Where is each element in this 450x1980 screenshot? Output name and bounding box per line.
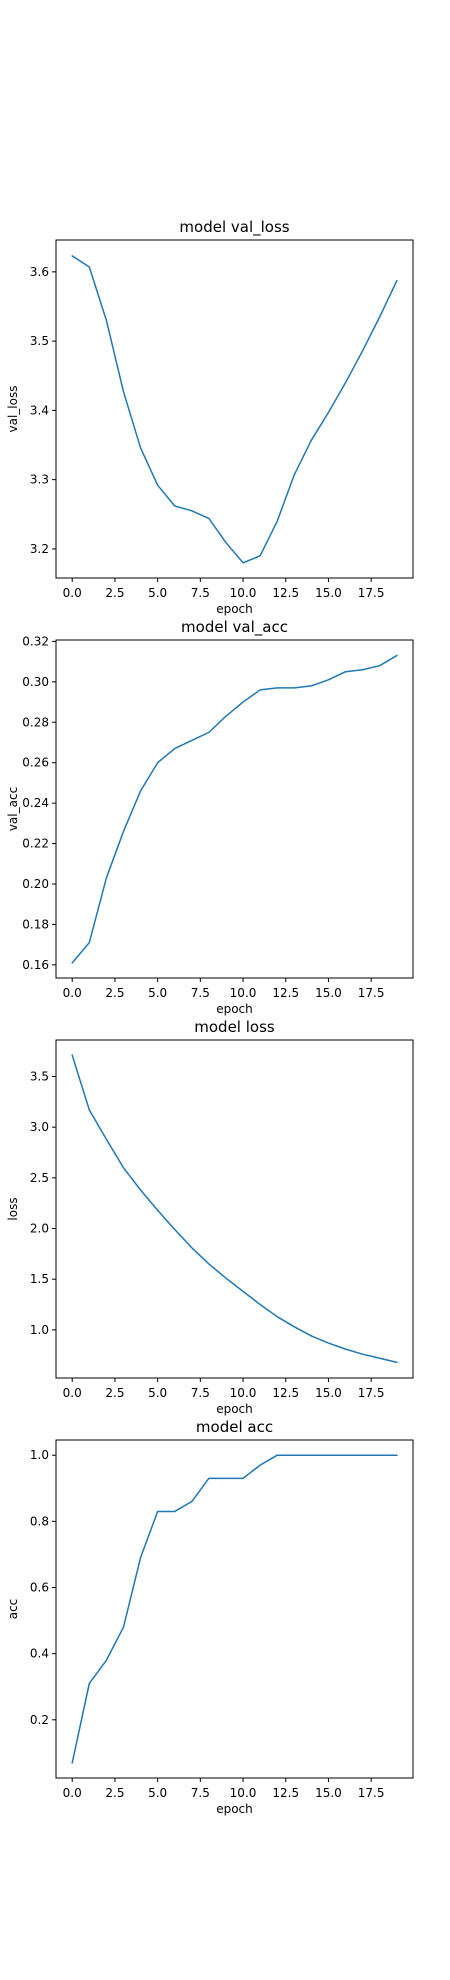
y-axis-label: val_loss [6,386,20,433]
x-tick-label: 15.0 [315,986,342,1000]
y-tick-label: 0.32 [22,634,49,648]
y-tick-label: 0.26 [22,756,49,770]
x-tick-label: 5.0 [148,1786,167,1800]
y-tick-label: 3.2 [30,542,49,556]
y-axis-label: acc [6,1599,20,1620]
plot-frame [55,639,414,979]
x-tick-label: 0.0 [63,586,82,600]
x-tick-label: 12.5 [272,1786,299,1800]
x-tick-label: 2.5 [105,1386,124,1400]
x-axis-label: epoch [216,1002,253,1016]
y-tick-label: 3.0 [30,1120,49,1134]
plot-frame [55,1039,414,1379]
x-tick-label: 15.0 [315,586,342,600]
x-tick-label: 7.5 [191,1786,210,1800]
x-tick-label: 17.5 [358,1386,385,1400]
x-tick-label: 7.5 [191,586,210,600]
y-tick-label: 0.28 [22,715,49,729]
y-tick-label: 1.5 [30,1272,49,1286]
plot-frame [55,239,414,579]
x-tick-label: 17.5 [358,586,385,600]
series-line [71,254,398,564]
y-tick-label: 3.3 [30,473,49,487]
y-tick-label: 0.4 [30,1647,49,1661]
x-tick-label: 10.0 [230,986,257,1000]
y-tick-label: 0.6 [30,1581,49,1595]
y-tick-label: 0.30 [22,675,49,689]
chart-title: model loss [194,1018,275,1036]
chart-title: model val_loss [179,218,289,237]
y-axis-label: val_acc [6,787,20,831]
chart-title: model acc [196,1418,273,1436]
x-tick-label: 7.5 [191,1386,210,1400]
y-tick-label: 3.5 [30,1069,49,1083]
series-line [71,1454,398,1764]
x-axis-label: epoch [216,602,253,616]
x-tick-label: 5.0 [148,586,167,600]
x-tick-label: 0.0 [63,986,82,1000]
plot-frame [55,1439,414,1779]
y-axis-label: loss [6,1197,20,1220]
y-tick-label: 3.6 [30,265,49,279]
x-tick-label: 10.0 [230,586,257,600]
x-tick-label: 17.5 [358,986,385,1000]
x-axis-label: epoch [216,1402,253,1416]
x-tick-label: 15.0 [315,1386,342,1400]
y-tick-label: 0.16 [22,958,49,972]
x-axis-label: epoch [216,1802,253,1816]
x-tick-label: 15.0 [315,1786,342,1800]
x-tick-label: 5.0 [148,986,167,1000]
chart-title: model val_acc [181,618,288,637]
y-tick-label: 1.0 [30,1448,49,1462]
x-tick-label: 2.5 [105,986,124,1000]
y-tick-label: 3.5 [30,334,49,348]
y-tick-label: 3.4 [30,403,49,417]
x-tick-label: 5.0 [148,1386,167,1400]
x-tick-label: 12.5 [272,1386,299,1400]
x-tick-label: 7.5 [191,986,210,1000]
x-tick-label: 10.0 [230,1386,257,1400]
y-tick-label: 0.18 [22,917,49,931]
x-tick-label: 2.5 [105,1786,124,1800]
x-tick-label: 12.5 [272,986,299,1000]
x-tick-label: 2.5 [105,586,124,600]
y-tick-label: 0.8 [30,1514,49,1528]
series-line [71,654,398,964]
x-tick-label: 0.0 [63,1386,82,1400]
y-tick-label: 0.2 [30,1713,49,1727]
x-tick-label: 0.0 [63,1786,82,1800]
x-tick-label: 12.5 [272,586,299,600]
y-tick-label: 2.0 [30,1222,49,1236]
series-line [71,1054,398,1364]
x-tick-label: 10.0 [230,1786,257,1800]
y-tick-label: 2.5 [30,1171,49,1185]
y-tick-label: 1.0 [30,1323,49,1337]
y-tick-label: 0.20 [22,877,49,891]
x-tick-label: 17.5 [358,1786,385,1800]
y-tick-label: 0.22 [22,837,49,851]
y-tick-label: 0.24 [22,796,49,810]
